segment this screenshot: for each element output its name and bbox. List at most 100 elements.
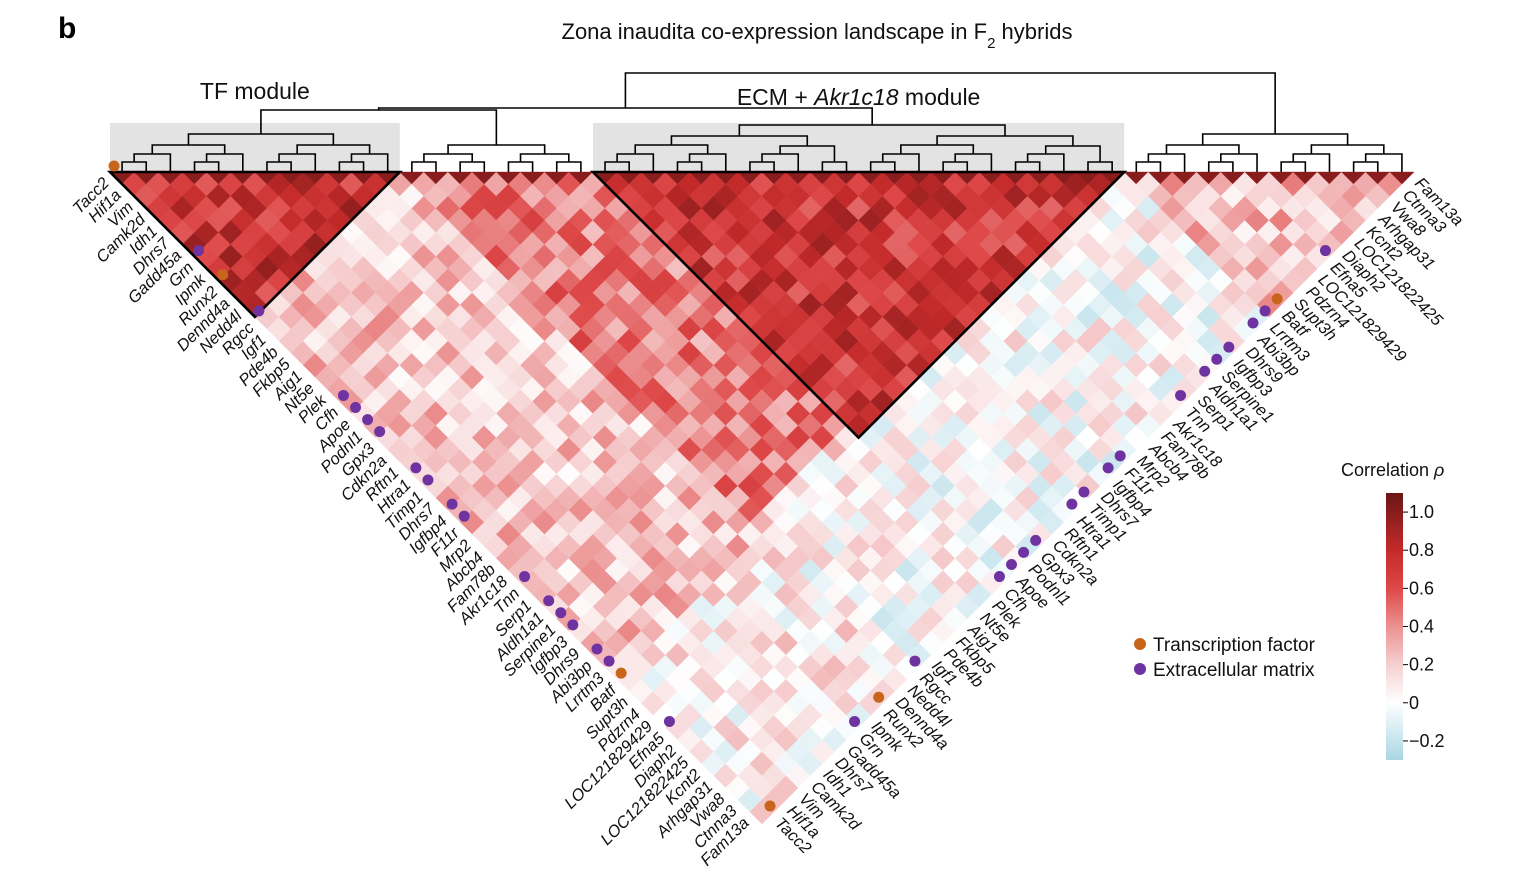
marker-ecm-left bbox=[591, 643, 603, 655]
heatmap-cell bbox=[1389, 171, 1415, 185]
dendrogram-link bbox=[555, 161, 582, 172]
marker-ecm-left bbox=[253, 305, 265, 317]
module-shade-0 bbox=[110, 123, 400, 172]
panel-letter: b bbox=[58, 12, 76, 45]
dendrogram-link bbox=[507, 161, 534, 172]
marker-tf-left bbox=[217, 269, 229, 281]
chart-title: Zona inaudita co-expression landscape in… bbox=[562, 19, 1073, 52]
dendrogram-link bbox=[1292, 153, 1331, 172]
module-label-text: TF module bbox=[200, 78, 310, 104]
legend-ecm-label: Extracellular matrix bbox=[1153, 660, 1315, 681]
marker-ecm-right bbox=[1006, 558, 1018, 570]
colorbar-tick-label: 0 bbox=[1409, 693, 1419, 713]
dendrogram-link bbox=[1220, 153, 1258, 172]
legend-tf-dot bbox=[1134, 638, 1146, 650]
dendrogram-link bbox=[1310, 144, 1385, 154]
marker-ecm-left bbox=[519, 571, 531, 583]
marker-ecm-right bbox=[909, 655, 921, 667]
marker-tf-right bbox=[873, 691, 885, 703]
marker-ecm-right bbox=[1066, 498, 1078, 510]
marker-ecm-left bbox=[422, 474, 434, 486]
dendrogram-link bbox=[1147, 153, 1186, 172]
marker-ecm-right bbox=[849, 715, 861, 727]
dendrogram-link bbox=[1207, 161, 1234, 172]
colorbar-tick-label: −0.2 bbox=[1409, 731, 1445, 751]
marker-ecm-left bbox=[446, 498, 458, 510]
module-outline-0 bbox=[106, 170, 403, 319]
dendrogram-link bbox=[1280, 161, 1307, 172]
marker-ecm-left bbox=[543, 595, 555, 607]
marker-ecm-right bbox=[1030, 534, 1042, 546]
heatmap-cells bbox=[109, 171, 1415, 825]
marker-tf-right bbox=[764, 800, 776, 812]
title-main: Zona inaudita co-expression landscape in… bbox=[562, 19, 988, 44]
marker-ecm-left bbox=[410, 462, 422, 474]
marker-ecm-right bbox=[1223, 341, 1235, 353]
colorbar-title-symbol: ρ bbox=[1433, 460, 1444, 480]
marker-ecm-left bbox=[350, 402, 362, 414]
module-outlines bbox=[106, 170, 1128, 440]
colorbar-tick-label: 0.2 bbox=[1409, 655, 1434, 675]
marker-ecm-right bbox=[1102, 462, 1114, 474]
marker-ecm-left bbox=[193, 245, 205, 257]
legend-tf-label: Transcription factor bbox=[1153, 635, 1316, 656]
marker-ecm-right bbox=[1319, 245, 1331, 257]
marker-ecm-left bbox=[603, 655, 615, 667]
marker-ecm-left bbox=[374, 426, 386, 438]
colorbar-gradient bbox=[1386, 493, 1403, 760]
colorbar-tick-label: 0.6 bbox=[1409, 578, 1434, 598]
marker-ecm-left bbox=[337, 389, 349, 401]
marker-tf-left bbox=[615, 667, 627, 679]
gene-markers bbox=[108, 160, 1331, 812]
module-shade-1 bbox=[592, 123, 1125, 172]
dendrogram-link bbox=[519, 153, 570, 162]
marker-ecm-right bbox=[1259, 305, 1271, 317]
colorbar-tick-label: 1.0 bbox=[1409, 502, 1434, 522]
marker-ecm-right bbox=[1018, 546, 1030, 558]
marker-tf-right bbox=[1271, 293, 1283, 305]
dendrogram-link bbox=[1135, 161, 1162, 172]
module-label-text: ECM + bbox=[737, 84, 814, 110]
dendrogram-link bbox=[1165, 144, 1240, 154]
module-label-1: ECM + Akr1c18 module bbox=[737, 84, 981, 110]
marker-ecm-left bbox=[567, 619, 579, 631]
colorbar-ticks: 1.0 0.8 0.6 0.4 0.2 0 −0.2 bbox=[1403, 502, 1445, 751]
module-label-italic: Akr1c18 bbox=[812, 84, 899, 110]
colorbar-title: Correlation ρ bbox=[1341, 460, 1444, 480]
dendrogram-link bbox=[1364, 153, 1403, 172]
module-labels: TF module ECM + Akr1c18 module bbox=[200, 78, 980, 110]
marker-ecm-left bbox=[555, 607, 567, 619]
marker-ecm-right bbox=[1247, 317, 1259, 329]
marker-ecm-right bbox=[1211, 353, 1223, 365]
dendrogram-link bbox=[1352, 161, 1379, 172]
dendrogram-link bbox=[459, 161, 486, 172]
marker-ecm-left bbox=[663, 715, 675, 727]
colorbar: Correlation ρ 1.0 0.8 0.6 0.4 0.2 0 −0.2 bbox=[1341, 460, 1445, 760]
marker-ecm-left bbox=[362, 414, 374, 426]
colorbar-tick-label: 0.4 bbox=[1409, 617, 1434, 637]
dendrogram-link bbox=[1201, 133, 1349, 145]
colorbar-title-text: Correlation bbox=[1341, 460, 1429, 480]
title-subscript: 2 bbox=[987, 35, 995, 52]
marker-ecm-left bbox=[458, 510, 470, 522]
legend-ecm-dot bbox=[1134, 663, 1146, 675]
module-label-0: TF module bbox=[200, 78, 310, 104]
marker-tf-left bbox=[108, 160, 120, 172]
module-outline-1 bbox=[589, 170, 1128, 440]
marker-ecm-right bbox=[1114, 450, 1126, 462]
marker-ecm-right bbox=[1175, 389, 1187, 401]
dendrogram-link bbox=[423, 153, 474, 162]
colorbar-tick-label: 0.8 bbox=[1409, 540, 1434, 560]
marker-ecm-right bbox=[1078, 486, 1090, 498]
dendrogram-link bbox=[411, 161, 437, 172]
marker-ecm-right bbox=[1199, 365, 1211, 377]
dendrogram bbox=[121, 72, 1403, 172]
module-shading bbox=[110, 123, 1125, 172]
dendrogram-link bbox=[624, 72, 1276, 134]
title-tail: hybrids bbox=[995, 19, 1072, 44]
module-label-tail: module bbox=[899, 84, 981, 110]
marker-ecm-right bbox=[993, 571, 1005, 583]
marker-legend: Transcription factor Extracellular matri… bbox=[1134, 635, 1316, 681]
dendrogram-link bbox=[447, 144, 546, 154]
